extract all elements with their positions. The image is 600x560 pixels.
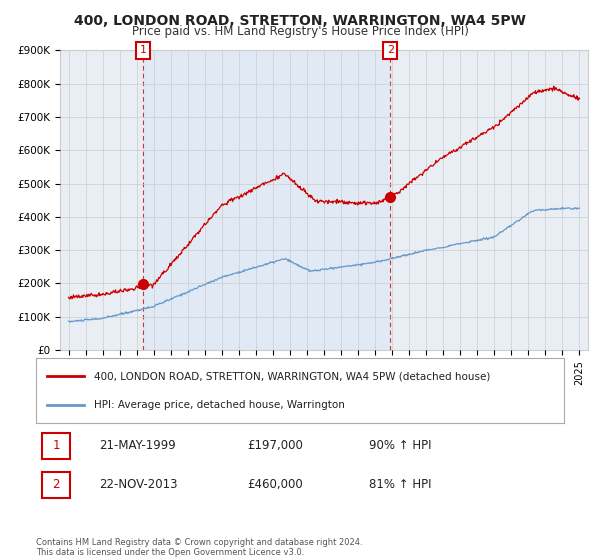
Text: 1: 1 [52,440,60,452]
Text: £197,000: £197,000 [247,440,303,452]
Text: 400, LONDON ROAD, STRETTON, WARRINGTON, WA4 5PW: 400, LONDON ROAD, STRETTON, WARRINGTON, … [74,14,526,28]
FancyBboxPatch shape [43,472,70,498]
Text: 22-NOV-2013: 22-NOV-2013 [100,478,178,491]
Text: 1: 1 [140,45,146,55]
Text: 2: 2 [52,478,60,491]
Text: 2: 2 [386,45,394,55]
Text: Contains HM Land Registry data © Crown copyright and database right 2024.
This d: Contains HM Land Registry data © Crown c… [36,538,362,557]
Text: £460,000: £460,000 [247,478,303,491]
Text: HPI: Average price, detached house, Warrington: HPI: Average price, detached house, Warr… [94,400,345,410]
Text: 21-MAY-1999: 21-MAY-1999 [100,440,176,452]
Text: Price paid vs. HM Land Registry's House Price Index (HPI): Price paid vs. HM Land Registry's House … [131,25,469,38]
Bar [143,50,390,350]
Text: 81% ↑ HPI: 81% ↑ HPI [368,478,431,491]
FancyBboxPatch shape [43,433,70,459]
Text: 90% ↑ HPI: 90% ↑ HPI [368,440,431,452]
Text: 400, LONDON ROAD, STRETTON, WARRINGTON, WA4 5PW (detached house): 400, LONDON ROAD, STRETTON, WARRINGTON, … [94,371,490,381]
